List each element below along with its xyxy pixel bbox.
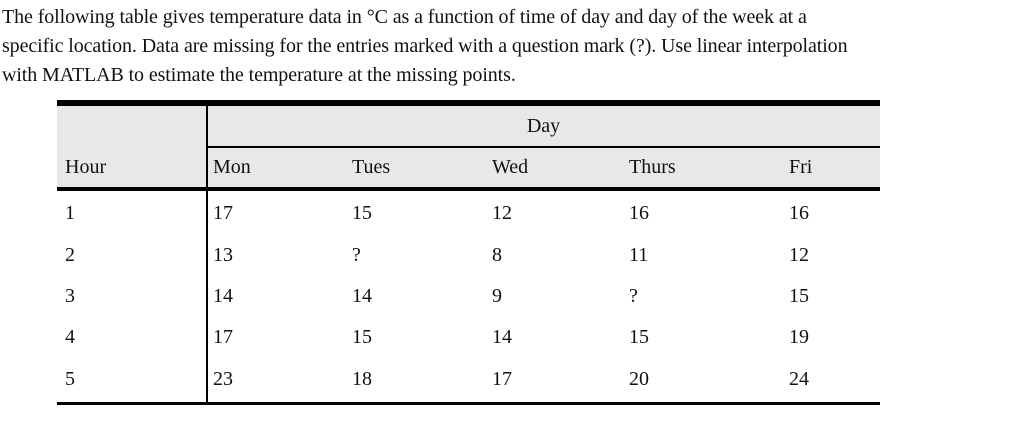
hour-cell: 4 bbox=[65, 326, 75, 349]
value-cell: 14 bbox=[213, 284, 233, 307]
value-cell: 16 bbox=[629, 202, 649, 225]
hour-cell: 1 bbox=[65, 202, 75, 225]
table-row: 1 17 15 12 16 16 bbox=[57, 193, 880, 234]
table-header: Day Hour Mon Tues Wed Thurs Fri bbox=[57, 106, 880, 191]
value-cell: 15 bbox=[789, 284, 809, 307]
hour-cell: 3 bbox=[65, 284, 75, 307]
value-cell: 20 bbox=[629, 367, 649, 390]
problem-statement: The following table gives temperature da… bbox=[2, 3, 848, 90]
value-cell: 15 bbox=[352, 326, 372, 349]
value-cell: 15 bbox=[352, 202, 372, 225]
value-cell-missing: ? bbox=[629, 284, 638, 307]
value-cell-missing: ? bbox=[352, 243, 361, 266]
temperature-table: Day Hour Mon Tues Wed Thurs Fri 1 17 15 … bbox=[57, 100, 880, 405]
value-cell: 18 bbox=[352, 367, 372, 390]
column-header-row: Hour Mon Tues Wed Thurs Fri bbox=[57, 148, 880, 187]
column-header-mon: Mon bbox=[213, 156, 251, 178]
hour-cell: 5 bbox=[65, 367, 75, 390]
table-row: 2 13 ? 8 11 12 bbox=[57, 235, 880, 276]
value-cell: 12 bbox=[492, 202, 512, 225]
problem-text-line: The following table gives temperature da… bbox=[2, 6, 807, 28]
value-cell: 17 bbox=[492, 367, 512, 390]
value-cell: 17 bbox=[213, 326, 233, 349]
hour-column-divider bbox=[206, 106, 208, 402]
column-header-fri: Fri bbox=[789, 156, 813, 178]
value-cell: 15 bbox=[629, 326, 649, 349]
value-cell: 17 bbox=[213, 202, 233, 225]
value-cell: 13 bbox=[213, 243, 233, 266]
value-cell: 23 bbox=[213, 367, 233, 390]
value-cell: 11 bbox=[629, 243, 649, 266]
hour-column-header: Hour bbox=[65, 156, 107, 178]
problem-text-line: with MATLAB to estimate the temperature … bbox=[2, 64, 516, 86]
table-row: 3 14 14 9 ? 15 bbox=[57, 276, 880, 317]
column-header-thurs: Thurs bbox=[629, 156, 676, 178]
day-group-header-row: Day bbox=[207, 106, 880, 148]
hour-cell: 2 bbox=[65, 243, 75, 266]
value-cell: 12 bbox=[789, 243, 809, 266]
table-row: 5 23 18 17 20 24 bbox=[57, 359, 880, 400]
problem-text-line: specific location. Data are missing for … bbox=[2, 35, 848, 57]
value-cell: 9 bbox=[492, 284, 502, 307]
value-cell: 19 bbox=[789, 326, 809, 349]
value-cell: 16 bbox=[789, 202, 809, 225]
day-group-header: Day bbox=[526, 114, 561, 137]
value-cell: 14 bbox=[352, 284, 372, 307]
table-row: 4 17 15 14 15 19 bbox=[57, 317, 880, 358]
value-cell: 14 bbox=[492, 326, 512, 349]
value-cell: 8 bbox=[492, 243, 502, 266]
table-body: 1 17 15 12 16 16 2 13 ? 8 11 12 3 14 14 … bbox=[57, 191, 880, 402]
column-header-wed: Wed bbox=[492, 156, 529, 178]
column-header-tues: Tues bbox=[352, 156, 391, 178]
value-cell: 24 bbox=[789, 367, 809, 390]
